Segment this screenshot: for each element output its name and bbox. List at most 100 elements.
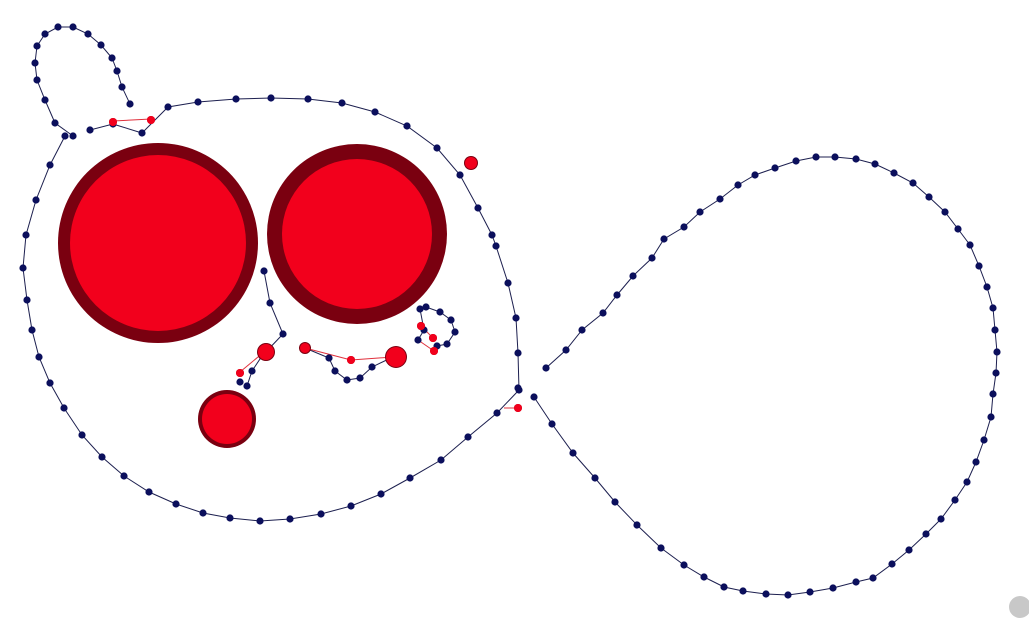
graph-node[interactable]	[751, 171, 759, 179]
graph-node[interactable]	[236, 378, 244, 386]
graph-node[interactable]	[304, 95, 312, 103]
graph-node[interactable]	[980, 436, 988, 444]
graph-node[interactable]	[812, 153, 820, 161]
graph-node[interactable]	[972, 458, 980, 466]
highlighted-node[interactable]	[429, 334, 437, 342]
graph-node[interactable]	[937, 515, 945, 523]
graph-node[interactable]	[164, 103, 172, 111]
graph-node[interactable]	[599, 309, 607, 317]
graph-node[interactable]	[433, 144, 441, 152]
graph-node[interactable]	[331, 367, 339, 375]
highlighted-node[interactable]	[198, 390, 256, 448]
graph-node[interactable]	[966, 241, 974, 249]
graph-node[interactable]	[403, 122, 411, 130]
highlighted-node[interactable]	[347, 356, 355, 364]
graph-node[interactable]	[108, 54, 116, 62]
graph-node[interactable]	[194, 98, 202, 106]
graph-node[interactable]	[611, 498, 619, 506]
graph-node[interactable]	[696, 208, 704, 216]
graph-node[interactable]	[542, 364, 550, 372]
graph-node[interactable]	[69, 23, 77, 31]
graph-node[interactable]	[422, 303, 430, 311]
graph-node[interactable]	[660, 235, 668, 243]
highlighted-node[interactable]	[514, 404, 522, 412]
highlighted-node[interactable]	[257, 343, 275, 361]
graph-node[interactable]	[852, 578, 860, 586]
graph-node[interactable]	[633, 521, 641, 529]
graph-node[interactable]	[871, 160, 879, 168]
graph-node[interactable]	[118, 83, 126, 91]
graph-node[interactable]	[700, 573, 708, 581]
graph-node[interactable]	[739, 587, 747, 595]
graph-node[interactable]	[514, 384, 522, 392]
graph-node[interactable]	[84, 30, 92, 38]
highlighted-node[interactable]	[58, 143, 258, 343]
graph-node[interactable]	[267, 94, 275, 102]
graph-node[interactable]	[648, 254, 656, 262]
graph-node[interactable]	[33, 42, 41, 50]
graph-node[interactable]	[406, 474, 414, 482]
graph-node[interactable]	[905, 546, 913, 554]
graph-node[interactable]	[279, 330, 287, 338]
graph-node[interactable]	[657, 544, 665, 552]
graph-node[interactable]	[806, 588, 814, 596]
graph-node[interactable]	[33, 76, 41, 84]
graph-node[interactable]	[909, 179, 917, 187]
graph-node[interactable]	[46, 161, 54, 169]
graph-node[interactable]	[493, 409, 501, 417]
graph-node[interactable]	[890, 169, 898, 177]
graph-node[interactable]	[548, 420, 556, 428]
graph-node[interactable]	[869, 574, 877, 582]
graph-node[interactable]	[716, 195, 724, 203]
highlighted-node[interactable]	[430, 347, 438, 355]
graph-node[interactable]	[734, 181, 742, 189]
graph-node[interactable]	[447, 316, 455, 324]
graph-node[interactable]	[19, 264, 27, 272]
graph-node[interactable]	[488, 231, 496, 239]
highlighted-node[interactable]	[267, 144, 447, 324]
highlighted-node[interactable]	[385, 346, 407, 368]
graph-node[interactable]	[436, 308, 444, 316]
graph-node[interactable]	[680, 561, 688, 569]
graph-node[interactable]	[35, 353, 43, 361]
highlighted-node[interactable]	[109, 118, 117, 126]
graph-node[interactable]	[437, 456, 445, 464]
graph-node[interactable]	[987, 413, 995, 421]
graph-node[interactable]	[414, 336, 422, 344]
graph-node[interactable]	[562, 346, 570, 354]
graph-node[interactable]	[975, 262, 983, 270]
graph-node[interactable]	[226, 514, 234, 522]
graph-node[interactable]	[28, 326, 36, 334]
graph-node[interactable]	[31, 59, 39, 67]
graph-node[interactable]	[613, 291, 621, 299]
graph-node[interactable]	[232, 95, 240, 103]
graph-node[interactable]	[86, 126, 94, 134]
graph-node[interactable]	[512, 314, 520, 322]
graph-node[interactable]	[97, 41, 105, 49]
graph-node[interactable]	[286, 515, 294, 523]
graph-node[interactable]	[41, 96, 49, 104]
highlighted-node[interactable]	[236, 369, 244, 377]
graph-node[interactable]	[356, 374, 364, 382]
graph-node[interactable]	[338, 99, 346, 107]
graph-node[interactable]	[32, 196, 40, 204]
graph-node[interactable]	[578, 326, 586, 334]
highlighted-node[interactable]	[299, 342, 311, 354]
scroll-handle[interactable]	[1009, 596, 1029, 618]
graph-node[interactable]	[852, 155, 860, 163]
graph-node[interactable]	[464, 433, 472, 441]
graph-node[interactable]	[120, 472, 128, 480]
graph-node[interactable]	[784, 591, 792, 599]
graph-node[interactable]	[504, 279, 512, 287]
graph-node[interactable]	[41, 30, 49, 38]
graph-node[interactable]	[530, 393, 538, 401]
graph-node[interactable]	[963, 478, 971, 486]
graph-node[interactable]	[60, 404, 68, 412]
graph-node[interactable]	[22, 231, 30, 239]
graph-node[interactable]	[256, 517, 264, 525]
graph-node[interactable]	[51, 119, 59, 127]
graph-node[interactable]	[989, 390, 997, 398]
graph-node[interactable]	[474, 204, 482, 212]
graph-node[interactable]	[925, 193, 933, 201]
graph-node[interactable]	[941, 208, 949, 216]
